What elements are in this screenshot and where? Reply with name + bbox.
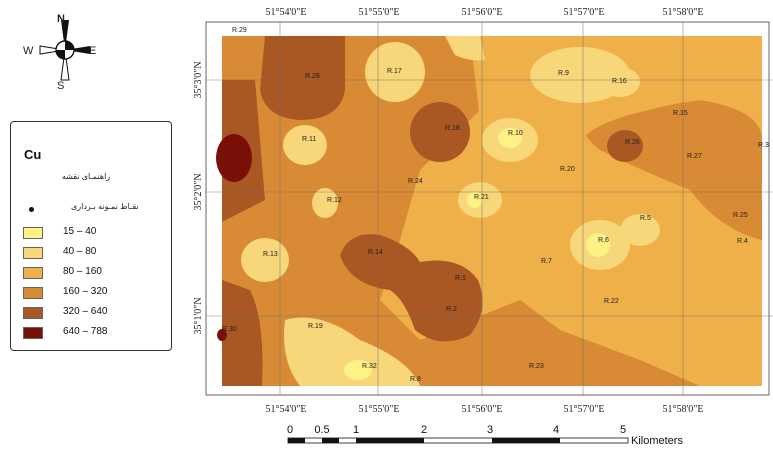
legend-label: 320 – 640 [63,306,108,317]
scale-tick: 0 [287,424,293,436]
sample-point-label: R.12 [327,197,342,204]
longitude-label-top: 51°57'0"E [564,7,605,18]
scale-tick: 1 [353,424,359,436]
legend-label: 80 – 160 [63,266,102,277]
sample-point-label: R.7 [541,258,552,265]
longitude-label-bottom: 51°58'0"E [663,404,704,415]
legend-title: Cu [24,147,42,162]
sample-point-label: نقـاط نمـونه بـرداری [71,202,139,211]
sample-point-label: R.32 [362,363,377,370]
sample-point-label: R.11 [302,136,316,143]
sample-point-label: R.22 [604,298,619,305]
legend-subtitle: راهنمـای نقشه [61,172,111,181]
scale-tick: 3 [487,424,493,436]
legend-swatch [23,227,43,239]
sample-point-label: R.4 [737,238,748,245]
map-area [216,36,762,386]
sample-point-label: R.16 [612,78,627,85]
sample-point-label: R.23 [529,363,544,370]
sample-point-label: R.10 [508,130,523,137]
scale-tick: 5 [620,424,626,436]
sample-point-label: R.25 [733,212,748,219]
sample-point-label: R.14 [368,249,383,256]
sample-point-label: R.26 [625,139,640,146]
sample-points: R.29 R.28 R.17 R.9 R.16 R.15 R.3 R.11 R.18 R.10 R.… [222,27,769,383]
north-label: N [57,13,65,25]
sample-point-label: R.30 [222,326,237,333]
latitude-label: 35°1'0"N [193,297,204,334]
sample-point-label: R.28 [305,73,320,80]
legend-swatch [23,247,43,259]
south-label: S [57,80,65,92]
north-arrow: N S E W [20,10,110,95]
sample-point-label: R.15 [673,110,688,117]
sample-point-label: R.5 [640,215,651,222]
scale-bar: 0 0.5 1 2 3 4 5 Kilometers [287,424,684,447]
sample-point-label: R.13 [263,251,278,258]
longitude-label-bottom: 51°55'0"E [359,404,400,415]
sample-point-label: R.2 [446,306,457,313]
east-label: E [89,45,97,57]
sample-point-label: R.18 [445,125,460,132]
legend-label: 40 – 80 [63,246,97,257]
legend-swatch [23,267,43,279]
longitude-label-top: 51°58'0"E [663,7,704,18]
legend-label: 640 – 788 [63,326,108,337]
sample-point-symbol [29,207,34,212]
sample-point-label: R.6 [598,237,609,244]
longitude-label-top: 51°56'0"E [462,7,503,18]
sample-point-label: R.21 [474,194,489,201]
longitude-label-top: 51°55'0"E [359,7,400,18]
longitude-label-bottom: 51°54'0"E [266,404,307,415]
legend-label: 160 – 320 [63,286,108,297]
longitude-label-top: 51°54'0"E [266,7,307,18]
longitude-label-bottom: 51°56'0"E [462,404,503,415]
legend-label: 15 – 40 [63,226,97,237]
legend: Cu راهنمـای نقشه نقـاط نمـونه بـرداری 15… [10,121,172,351]
scale-tick: 4 [553,424,559,436]
sample-point-label: R.19 [308,323,323,330]
west-label: W [23,45,34,57]
legend-swatch [23,327,43,339]
sample-point-label: R.1 [455,275,466,282]
sample-point-label: R.3 [758,142,769,149]
scale-unit: Kilometers [631,435,683,447]
scale-tick: 0.5 [314,424,329,436]
sample-point-label: R.8 [410,376,421,383]
sample-point-label: R.17 [387,68,402,75]
sample-point-label: R.24 [408,178,423,185]
sample-point-label: R.20 [560,166,575,173]
latitude-label: 35°2'0"N [193,173,204,210]
sample-point-label: R.29 [232,27,247,34]
compass-rose-icon [39,20,90,81]
legend-swatch [23,307,43,319]
sample-point-label: R.27 [687,153,702,160]
longitude-label-bottom: 51°57'0"E [564,404,605,415]
sample-point-label: R.9 [558,70,569,77]
latitude-label: 35°3'0"N [193,61,204,98]
scale-tick: 2 [421,424,427,436]
graticule [206,22,773,395]
legend-swatch [23,287,43,299]
